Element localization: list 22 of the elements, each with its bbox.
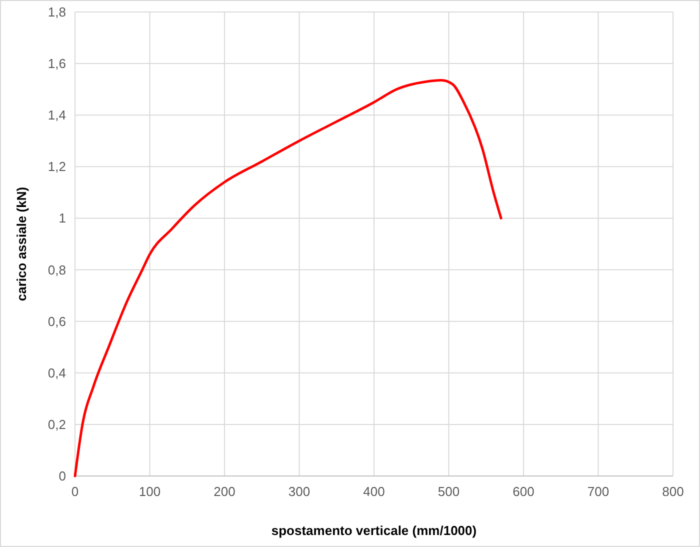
x-axis-title: spostamento verticale (mm/1000) bbox=[271, 523, 477, 538]
x-tick-label: 600 bbox=[512, 484, 534, 499]
y-tick-label: 0,6 bbox=[48, 314, 66, 329]
y-tick-label: 1,8 bbox=[48, 4, 66, 20]
y-tick-label: 0,4 bbox=[48, 365, 66, 380]
y-tick-label: 1,2 bbox=[48, 159, 66, 174]
y-tick-label: 0 bbox=[58, 468, 66, 484]
y-axis-title: carico assiale (kN) bbox=[14, 186, 29, 302]
x-tick-label: 500 bbox=[438, 484, 460, 499]
y-tick-label: 1,4 bbox=[48, 108, 66, 123]
x-tick-label: 400 bbox=[363, 484, 385, 499]
y-tick-label: 0,2 bbox=[48, 416, 66, 432]
y-tick-label: 1 bbox=[58, 210, 66, 226]
y-tick-label: 1,6 bbox=[48, 56, 66, 72]
x-tick-label: 100 bbox=[138, 484, 161, 499]
y-tick-label: 0,8 bbox=[48, 262, 66, 278]
line-series bbox=[74, 79, 502, 478]
x-tick-label: 0 bbox=[71, 484, 79, 499]
x-tick-label: 300 bbox=[288, 484, 310, 499]
x-tick-label: 800 bbox=[662, 484, 684, 499]
x-tick-label: 700 bbox=[587, 484, 610, 499]
x-tick-label: 200 bbox=[214, 484, 236, 499]
